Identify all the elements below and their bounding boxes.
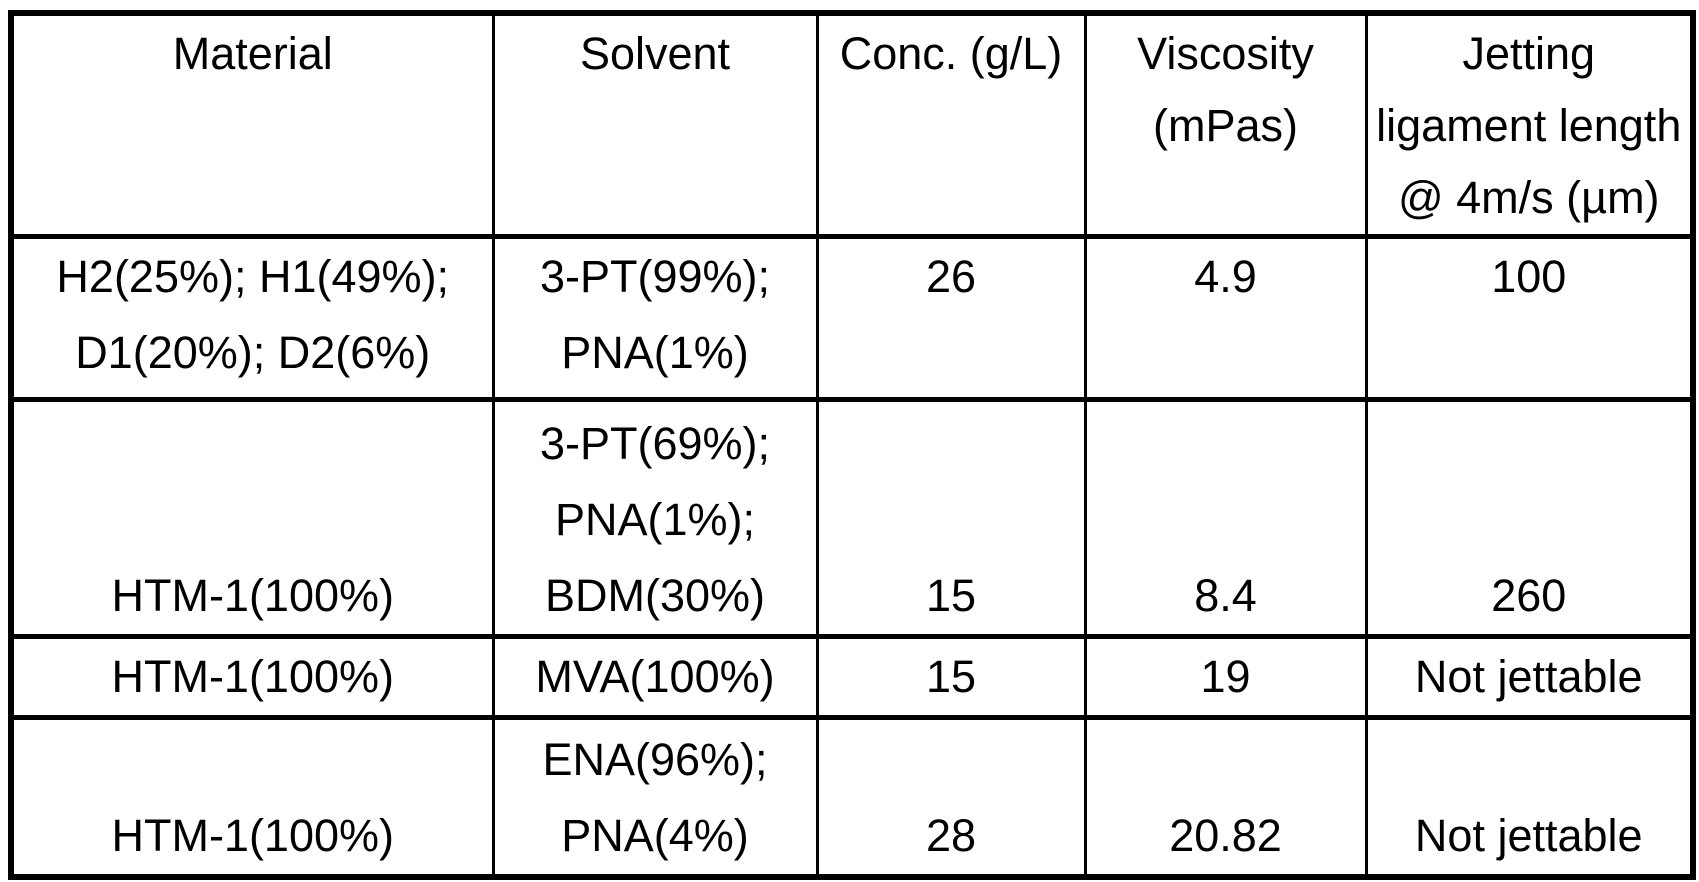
cell-material: HTM-1(100%) [9, 634, 495, 720]
table-row: HTM-1(100%) ENA(96%); PNA(4%) 28 20.82 N… [9, 715, 1695, 879]
cell-jetting: Not jettable [1364, 634, 1695, 720]
cell-line: HTM-1(100%) [111, 809, 395, 861]
header-label: Material [172, 28, 333, 79]
cell-solvent: 3-PT(99%); PNA(1%) [491, 234, 819, 402]
cell-concentration: 15 [815, 397, 1087, 639]
cell-jetting: Not jettable [1364, 715, 1695, 879]
cell-jetting: 260 [1364, 397, 1695, 639]
ink-formulation-table: Material Solvent Conc. (g/L) Viscosity (… [8, 10, 1696, 880]
cell-line: MVA(100%) [535, 651, 775, 702]
cell-line: H2(25%); H1(49%); [56, 251, 450, 302]
header-label-line: Viscosity [1137, 28, 1314, 79]
column-header-jetting-ligament-length: Jetting ligament length @ 4m/s (µm) [1364, 10, 1695, 239]
table-row: H2(25%); H1(49%); D1(20%); D2(6%) 3-PT(9… [9, 234, 1695, 402]
cell-line: 3-PT(69%); [539, 418, 771, 469]
cell-solvent: 3-PT(69%); PNA(1%); BDM(30%) [491, 397, 819, 639]
cell-line: D1(20%); D2(6%) [75, 327, 431, 378]
table-row: HTM-1(100%) 3-PT(69%); PNA(1%); BDM(30%)… [9, 397, 1695, 639]
header-row: Material Solvent Conc. (g/L) Viscosity (… [9, 10, 1695, 239]
header-label: Conc. (g/L) [839, 28, 1063, 79]
cell-line: PNA(1%) [561, 327, 749, 378]
column-header-concentration: Conc. (g/L) [815, 10, 1087, 239]
column-header-viscosity: Viscosity (mPas) [1083, 10, 1368, 239]
cell-line: 3-PT(99%); [539, 251, 771, 302]
header-label-line: @ 4m/s (µm) [1397, 172, 1660, 223]
cell-concentration: 15 [815, 634, 1087, 720]
cell-line: ENA(96%); [542, 733, 768, 785]
cell-viscosity: 19 [1083, 634, 1368, 720]
cell-solvent: MVA(100%) [491, 634, 819, 720]
cell-viscosity: 4.9 [1083, 234, 1368, 402]
cell-line: PNA(4%) [561, 809, 749, 861]
header-label-line: ligament length [1376, 100, 1682, 151]
cell-solvent: ENA(96%); PNA(4%) [491, 715, 819, 879]
cell-concentration: 28 [815, 715, 1087, 879]
cell-material: HTM-1(100%) [9, 397, 495, 639]
cell-viscosity: 8.4 [1083, 397, 1368, 639]
table-row: HTM-1(100%) MVA(100%) 15 19 Not jettable [9, 634, 1695, 720]
column-header-material: Material [9, 10, 495, 239]
cell-line: HTM-1(100%) [111, 570, 395, 621]
cell-line: BDM(30%) [544, 570, 766, 621]
column-header-solvent: Solvent [491, 10, 819, 239]
header-label-line: Jetting [1462, 28, 1596, 79]
cell-viscosity: 20.82 [1083, 715, 1368, 879]
cell-line: HTM-1(100%) [111, 651, 395, 702]
header-label: Solvent [579, 28, 731, 79]
cell-concentration: 26 [815, 234, 1087, 402]
cell-material: HTM-1(100%) [9, 715, 495, 879]
cell-material: H2(25%); H1(49%); D1(20%); D2(6%) [9, 234, 495, 402]
cell-jetting: 100 [1364, 234, 1695, 402]
header-label-line: (mPas) [1153, 100, 1298, 151]
cell-line: PNA(1%); [554, 494, 756, 545]
